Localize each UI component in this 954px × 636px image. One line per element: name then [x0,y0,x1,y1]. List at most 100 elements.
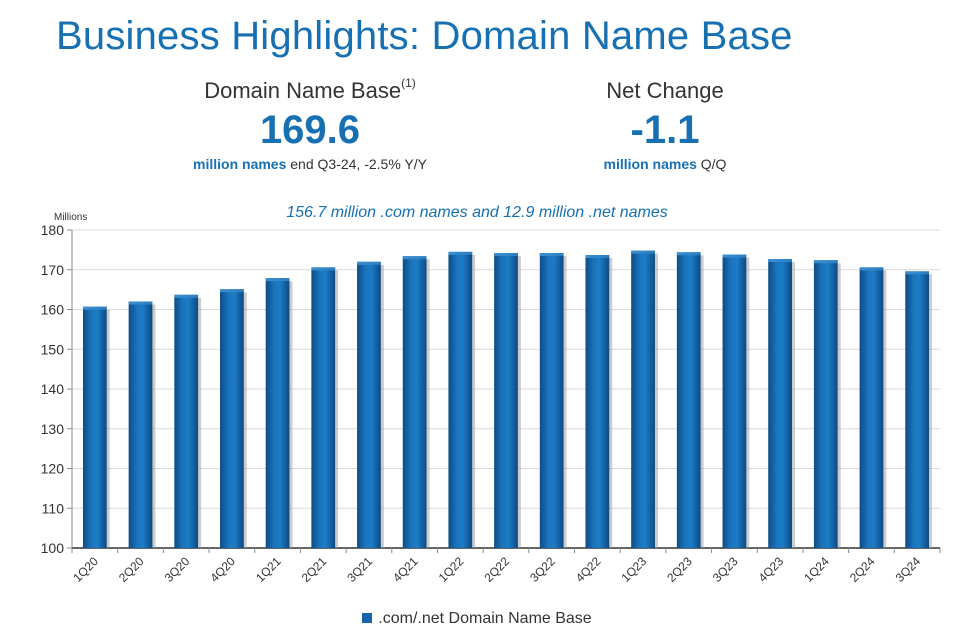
bar-top [676,252,701,256]
bar-body [905,271,930,548]
bar-body [220,289,244,548]
bar-body [631,250,655,549]
x-tick-label: 1Q22 [436,554,467,585]
kpi-domain-name-base: Domain Name Base(1) 169.6 million names … [150,76,470,172]
bar-top [174,294,199,298]
y-tick-label: 130 [41,421,65,437]
y-tick-label: 100 [41,540,65,556]
y-tick-label: 160 [41,302,65,318]
bar-top [813,260,838,264]
bar-top [357,261,381,265]
bar [82,306,110,548]
bar-body [311,267,336,548]
y-tick-label: 170 [41,262,65,278]
bar [357,261,384,548]
bar-top [722,254,747,258]
bar-top [311,267,336,271]
bar [265,278,293,548]
bar-body [494,253,518,548]
bar-top [82,306,107,310]
bar [128,301,156,548]
x-tick-label: 1Q21 [253,554,284,585]
bar-top [539,253,564,257]
bar [859,267,887,548]
bar-body [357,261,381,548]
x-tick-label: 2Q21 [299,554,330,585]
x-tick-label: 4Q21 [390,554,421,585]
bar-top [220,289,244,293]
bar [631,250,658,549]
bar-top [128,301,153,305]
bar [768,259,795,548]
legend-label: .com/.net Domain Name Base [378,610,592,627]
bar-top [905,271,930,275]
bar [402,256,430,548]
x-tick-label: 1Q24 [801,554,832,585]
bar [174,294,202,548]
bar-body [128,301,153,548]
bar-body [676,252,701,548]
bar-body [448,251,473,549]
kpi-value: -1.1 [630,108,700,152]
bar [905,271,933,548]
page-title: Business Highlights: Domain Name Base [56,14,793,58]
bar [448,251,476,549]
x-tick-label: 3Q23 [710,554,741,585]
bar-top [768,259,792,263]
bar-body [402,256,427,548]
y-axis-ticks: 100 110 120 130 140 150 160 170 180 [41,222,72,556]
x-tick-label: 1Q23 [619,554,650,585]
bar [494,253,521,548]
legend: .com/.net Domain Name Base [0,610,954,628]
x-tick-label: 1Q20 [70,554,101,585]
x-tick-label: 2Q23 [664,554,695,585]
x-tick-label: 4Q22 [573,554,604,585]
bar-top [402,256,427,260]
kpi-label: Domain Name Base(1) [150,76,470,104]
y-tick-label: 180 [41,222,65,238]
chart-subtitle: 156.7 million .com names and 12.9 millio… [286,204,668,221]
bar-body [722,254,747,548]
bar-body [813,260,838,548]
x-axis-ticks: 1Q20 2Q20 3Q20 4Q20 1Q21 2Q21 3Q21 4Q21 1Q22 2Q22… [70,548,941,585]
legend-swatch [362,613,373,623]
bar-body [585,255,610,549]
x-tick-label: 4Q20 [207,554,238,585]
bar [813,260,841,548]
x-tick-label: 3Q20 [162,554,193,585]
bar-top [859,267,884,271]
bar [220,289,247,548]
x-tick-label: 2Q22 [481,554,512,585]
kpi-label-text: Domain Name Base [204,78,402,103]
bar-body [859,267,884,548]
y-tick-label: 150 [41,341,65,357]
x-tick-label: 2Q20 [116,554,147,585]
bar [676,252,704,548]
bar-top [631,250,655,254]
bar-top [585,255,610,259]
kpi-subtext: million names end Q3-24, -2.5% Y/Y [150,156,470,172]
kpi-subtext: million names Q/Q [540,156,790,172]
x-tick-label: 4Q23 [756,554,787,585]
x-tick-label: 3Q24 [893,554,924,585]
bar-body [82,306,107,548]
y-axis-unit-label: Millions [54,212,87,223]
bar [539,253,567,548]
kpi-sub-unit: million names [603,156,697,172]
bars [82,250,933,549]
bar-body [539,253,564,548]
x-tick-label: 2Q24 [847,554,878,585]
bar [311,267,339,548]
bar-top [265,278,290,282]
kpi-sub-unit: million names [193,156,287,172]
kpi-label: Net Change [606,78,724,103]
y-tick-label: 140 [41,381,65,397]
kpi-sub-detail: end Q3-24, -2.5% Y/Y [286,156,427,172]
y-tick-label: 110 [42,500,65,516]
bar [722,254,750,548]
kpi-sub-detail: Q/Q [696,156,727,172]
y-tick-label: 120 [41,461,65,477]
bar-top [448,251,473,255]
bar-body [768,259,792,548]
